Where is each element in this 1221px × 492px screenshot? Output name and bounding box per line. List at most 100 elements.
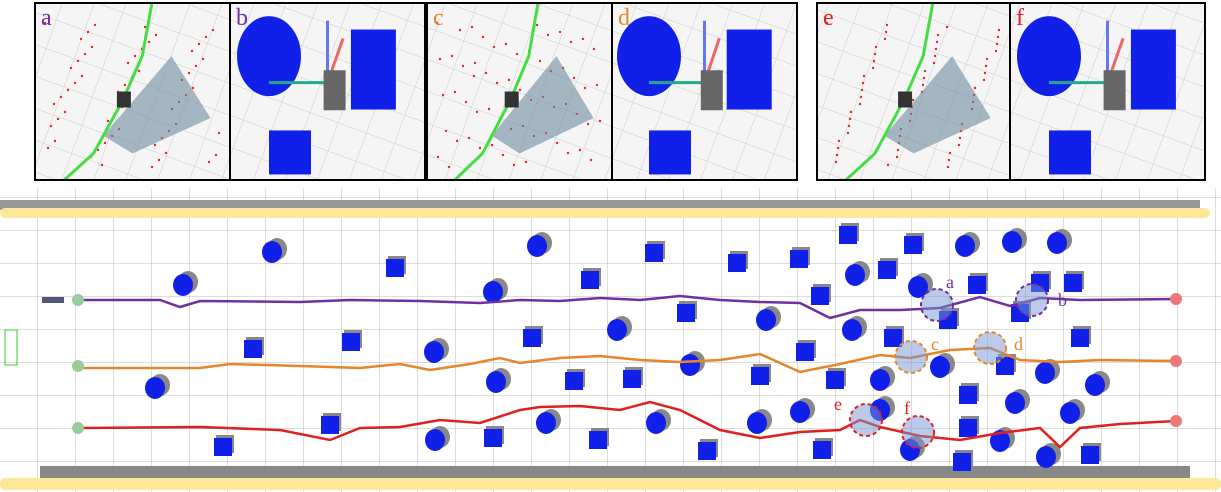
point xyxy=(847,124,851,128)
point xyxy=(126,61,130,65)
point xyxy=(76,59,80,63)
robot xyxy=(898,91,913,108)
point xyxy=(154,33,158,37)
cylinder xyxy=(680,354,700,376)
scene-label: b xyxy=(1058,290,1067,310)
point xyxy=(515,52,519,56)
point xyxy=(63,110,67,114)
cylinder xyxy=(617,16,681,97)
panel-label: e xyxy=(823,5,834,31)
point xyxy=(436,155,440,159)
box xyxy=(839,226,857,244)
box xyxy=(321,416,339,434)
point xyxy=(487,107,491,111)
point xyxy=(444,129,448,133)
box xyxy=(244,340,262,358)
point xyxy=(837,139,841,143)
point xyxy=(504,42,508,46)
point xyxy=(464,100,468,104)
scene-label: c xyxy=(931,334,939,354)
box xyxy=(878,261,896,279)
point xyxy=(435,21,439,25)
scene-label: f xyxy=(904,398,910,418)
scene-label: e xyxy=(834,394,842,414)
cylinder xyxy=(1085,374,1105,396)
cylinder xyxy=(747,412,767,434)
cylinder xyxy=(1047,232,1067,254)
cylinder xyxy=(1036,446,1056,468)
point xyxy=(874,45,878,49)
robot xyxy=(42,297,64,303)
point xyxy=(985,57,989,61)
point xyxy=(873,52,877,56)
panel: e xyxy=(816,2,1011,182)
box xyxy=(565,372,583,390)
cylinder xyxy=(483,281,503,303)
point xyxy=(470,25,474,29)
point xyxy=(46,146,50,150)
box xyxy=(523,329,541,347)
point xyxy=(948,151,952,155)
point xyxy=(143,25,147,29)
point xyxy=(885,23,889,27)
panel: d xyxy=(611,2,798,181)
box xyxy=(968,276,986,294)
box xyxy=(1130,29,1176,110)
box xyxy=(484,429,502,447)
box xyxy=(350,29,396,110)
point xyxy=(932,61,936,65)
point xyxy=(858,102,862,106)
box xyxy=(796,343,814,361)
scene-label: a xyxy=(946,272,954,292)
panel-label: b xyxy=(236,5,248,31)
point xyxy=(217,131,221,135)
point xyxy=(834,160,838,164)
box xyxy=(269,130,311,175)
point xyxy=(595,83,599,87)
point xyxy=(862,74,866,78)
point xyxy=(56,117,60,121)
cylinder xyxy=(237,16,301,97)
robot xyxy=(700,70,723,111)
point xyxy=(581,37,585,41)
box xyxy=(751,367,769,385)
point xyxy=(190,49,194,53)
point xyxy=(884,30,888,34)
point xyxy=(572,76,576,80)
point xyxy=(204,35,208,39)
point xyxy=(73,81,77,85)
box xyxy=(1064,274,1082,292)
point xyxy=(982,78,986,82)
point xyxy=(481,35,485,39)
plane xyxy=(491,56,594,154)
point xyxy=(450,54,454,58)
box xyxy=(645,244,663,262)
point xyxy=(501,153,505,157)
box xyxy=(826,371,844,389)
box xyxy=(581,271,599,289)
point xyxy=(137,69,141,73)
point xyxy=(592,47,596,51)
cylinder xyxy=(486,371,506,393)
point xyxy=(538,59,542,63)
scene-labels: a b c d e f xyxy=(834,272,1067,418)
point xyxy=(194,64,198,68)
point xyxy=(472,74,476,78)
point xyxy=(484,71,488,75)
cylinder xyxy=(262,241,282,263)
box xyxy=(1071,329,1089,347)
panel-label: c xyxy=(433,5,444,31)
point xyxy=(921,83,925,87)
box xyxy=(953,453,971,471)
box xyxy=(698,442,716,460)
point xyxy=(896,148,900,152)
point xyxy=(86,30,90,34)
point xyxy=(995,42,999,46)
cylinder xyxy=(1017,16,1081,97)
point xyxy=(66,88,70,92)
plane xyxy=(103,56,211,154)
point xyxy=(566,151,570,155)
point xyxy=(945,25,949,29)
cylinder xyxy=(990,430,1010,452)
point xyxy=(848,117,852,121)
